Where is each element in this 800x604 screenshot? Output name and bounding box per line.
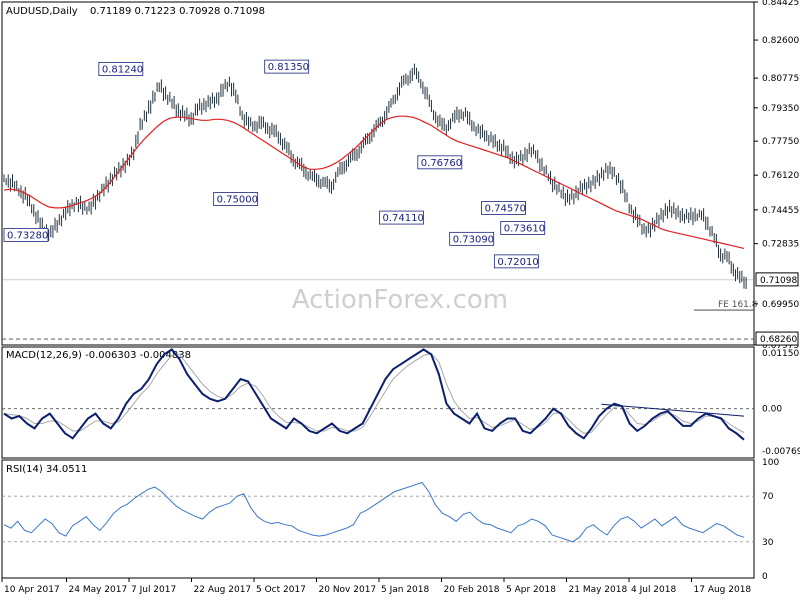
x-axis-label: 5 Oct 2017 bbox=[256, 585, 306, 595]
x-axis-label: 20 Nov 2017 bbox=[319, 585, 377, 595]
price-annotation-label: 0.73090 bbox=[453, 234, 494, 245]
macd-axis-label: 0.011508 bbox=[762, 349, 800, 359]
price-axis-label: 0.76120 bbox=[762, 171, 799, 181]
moving-average-line bbox=[3, 115, 745, 249]
price-panel-frame bbox=[1, 1, 755, 346]
price-annotation-label: 0.73610 bbox=[504, 224, 545, 235]
price-annotation-box bbox=[3, 227, 49, 242]
price-annotation-box bbox=[98, 62, 144, 76]
current-price-tag bbox=[755, 272, 799, 287]
macd-trendline bbox=[601, 403, 745, 417]
price-axis-label: 0.74455 bbox=[762, 206, 799, 216]
price-annotation-label: 0.73280 bbox=[7, 230, 48, 241]
fe-label: FE 161.8 bbox=[718, 300, 758, 310]
price-axis-label: 0.82600 bbox=[762, 36, 799, 46]
x-axis-label: 4 Jul 2018 bbox=[631, 585, 676, 595]
price-axis-label: 0.77750 bbox=[762, 137, 799, 147]
price-annotation-label: 0.72010 bbox=[497, 257, 538, 268]
macd-panel-frame bbox=[1, 346, 755, 459]
price-axis-label: 0.67975 bbox=[762, 341, 799, 351]
chart-title-ohlc: 0.71189 0.71223 0.70928 0.71098 bbox=[90, 6, 265, 17]
current-price-label: 0.71098 bbox=[760, 276, 797, 286]
price-annotation-label: 0.74110 bbox=[383, 213, 424, 224]
price-annotation-box bbox=[449, 231, 495, 246]
price-annotation-label: 0.81240 bbox=[102, 64, 143, 75]
x-axis-label: 5 Jan 2018 bbox=[381, 585, 429, 595]
macd-line bbox=[3, 348, 745, 441]
price-annotation-label: 0.74570 bbox=[485, 203, 526, 214]
price-annotation-box bbox=[264, 59, 310, 74]
support-label: 0.68260 bbox=[760, 335, 797, 345]
price-annotation-label: 0.81350 bbox=[268, 62, 309, 73]
macd-axis-label: -0.007694 bbox=[762, 447, 800, 457]
price-axis-label: 0.69950 bbox=[762, 300, 799, 310]
rsi-axis-label: 0 bbox=[762, 572, 768, 582]
price-annotation-label: 0.76760 bbox=[421, 158, 462, 169]
price-axis-label: 0.84425 bbox=[762, 0, 799, 8]
rsi-line bbox=[3, 481, 745, 543]
x-axis-label: 24 May 2017 bbox=[69, 585, 128, 595]
x-axis-label: 5 Apr 2018 bbox=[506, 585, 556, 595]
price-annotation-label: 0.75000 bbox=[217, 195, 258, 206]
x-axis-label: 7 Jul 2017 bbox=[131, 585, 176, 595]
price-axis-label: 0.79350 bbox=[762, 104, 799, 114]
x-axis-label: 22 Aug 2017 bbox=[194, 585, 252, 595]
price-annotation-box bbox=[213, 192, 259, 206]
rsi-axis-label: 100 bbox=[762, 458, 779, 468]
x-axis-label: 17 Aug 2018 bbox=[694, 585, 752, 595]
price-annotation-box bbox=[379, 210, 424, 225]
x-axis-label: 20 Feb 2018 bbox=[444, 585, 500, 595]
price-annotation-box bbox=[417, 155, 463, 170]
rsi-title: RSI(14) 34.0511 bbox=[6, 464, 87, 475]
price-annotation-box bbox=[500, 221, 546, 235]
rsi-panel-frame bbox=[1, 459, 755, 579]
x-axis-label: 10 Apr 2017 bbox=[4, 585, 60, 595]
rsi-axis-label: 30 bbox=[762, 538, 774, 548]
rsi-axis-label: 70 bbox=[762, 492, 774, 502]
price-axis-label: 0.80775 bbox=[762, 74, 799, 84]
watermark: ActionForex.com bbox=[292, 285, 508, 315]
macd-axis-label: 0.00 bbox=[762, 405, 782, 415]
price-axis-label: 0.72835 bbox=[762, 240, 799, 250]
price-annotation-box bbox=[493, 254, 539, 269]
macd-title: MACD(12,26,9) -0.006303 -0.004838 bbox=[6, 350, 191, 361]
support-tag bbox=[755, 331, 799, 346]
price-annotation-box bbox=[481, 201, 526, 215]
x-axis-label: 21 May 2018 bbox=[569, 585, 628, 595]
chart-title-symbol: AUDUSD,Daily bbox=[6, 6, 78, 17]
